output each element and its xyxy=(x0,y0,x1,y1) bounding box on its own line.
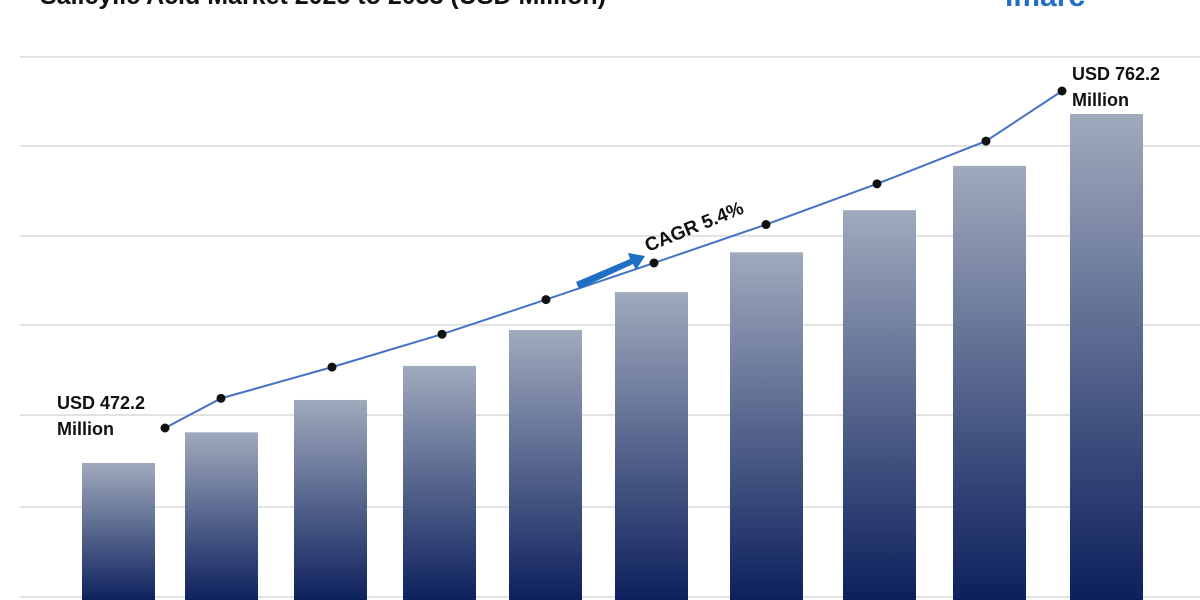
trend-point xyxy=(761,220,771,230)
bar xyxy=(615,292,688,600)
bar xyxy=(1070,114,1143,600)
value-label: USD 762.2 Million xyxy=(1072,64,1161,110)
bar xyxy=(953,165,1026,600)
trend-point xyxy=(216,393,226,403)
trend-point xyxy=(649,258,659,268)
cagr-arrow xyxy=(576,253,645,289)
trend-point xyxy=(872,179,882,189)
trend-line xyxy=(164,90,1063,429)
bar xyxy=(294,399,367,600)
bar xyxy=(403,365,476,600)
bar xyxy=(843,210,916,600)
logo: imarc xyxy=(1005,0,1085,13)
trend-point xyxy=(327,362,337,372)
cagr-annotation: CAGR 5.4% xyxy=(642,198,747,257)
bar xyxy=(730,252,803,600)
trend-point xyxy=(437,329,447,339)
bars xyxy=(82,114,1143,600)
bar xyxy=(82,463,155,600)
trend-point xyxy=(160,423,170,433)
bar xyxy=(185,432,258,600)
bar xyxy=(509,330,582,600)
value-label: USD 472.2 Million xyxy=(57,393,146,439)
line-layer xyxy=(160,86,1067,433)
chart-title: Salicylic Acid Market 2025 to 2033 (USD … xyxy=(40,0,606,10)
trend-point xyxy=(981,136,991,146)
trend-point xyxy=(1057,86,1067,96)
trend-point xyxy=(541,295,551,305)
